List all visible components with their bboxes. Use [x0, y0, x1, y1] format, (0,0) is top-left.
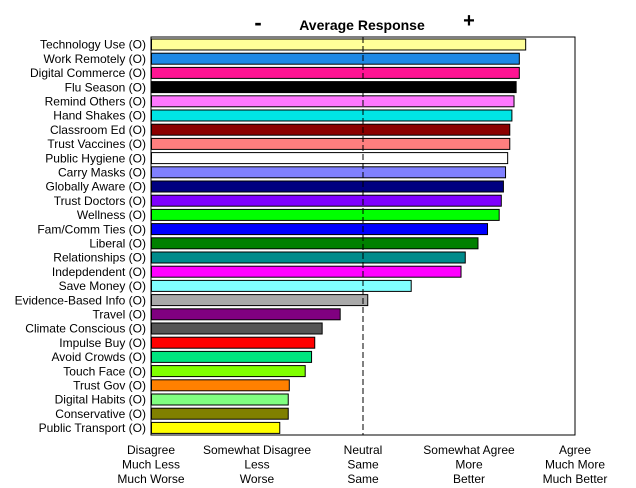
category-label: Public Hygiene (O): [45, 151, 146, 165]
category-label: Evidence-Based Info (O): [15, 293, 146, 307]
bar-trust-vaccines-o: [151, 137, 511, 150]
bar-technology-use-o: [151, 38, 527, 51]
category-label: Fam/Comm Ties (O): [37, 222, 146, 236]
x-tick-label: Better: [453, 472, 485, 486]
x-tick-label: Neutral: [344, 443, 383, 457]
minus-marker: -: [254, 10, 261, 35]
bar-classroom-ed-o: [151, 123, 511, 136]
category-label: Conservative (O): [55, 407, 146, 421]
x-tick-label: Much Better: [543, 472, 608, 486]
x-tick-label: Disagree: [127, 443, 175, 457]
category-label: Classroom Ed (O): [50, 123, 146, 137]
category-label: Liberal (O): [89, 237, 146, 251]
bar-impulse-buy-o: [151, 336, 316, 349]
bar-digital-commerce-o: [151, 66, 520, 79]
bar-hand-shakes-o: [151, 109, 513, 122]
x-tick-label: Worse: [240, 472, 275, 486]
bar-climate-conscious-o: [151, 322, 323, 335]
bar-relationships-o: [151, 251, 466, 264]
category-label: Remind Others (O): [45, 95, 146, 109]
category-label: Digital Commerce (O): [30, 66, 146, 80]
category-label: Avoid Crowds (O): [52, 350, 146, 364]
category-label: Impulse Buy (O): [59, 336, 146, 350]
bar-digital-habits-o: [151, 393, 289, 406]
bar-public-hygiene-o: [151, 152, 509, 165]
x-tick-label: Less: [244, 458, 269, 472]
x-tick-label: Somewhat Agree: [423, 443, 515, 457]
category-label: Digital Habits (O): [55, 393, 146, 407]
category-label: Travel (O): [92, 308, 146, 322]
category-label: Relationships (O): [53, 251, 146, 265]
bar-save-money-o: [151, 279, 412, 292]
bar-trust-doctors-o: [151, 194, 502, 207]
bar-public-transport-o: [151, 421, 281, 434]
category-label: Trust Vaccines (O): [47, 137, 146, 151]
category-label: Work Remotely (O): [44, 52, 146, 66]
x-tick-label: Much Worse: [117, 472, 184, 486]
x-tick-label: Much Less: [122, 458, 180, 472]
bar-conservative-o: [151, 407, 289, 420]
category-label: Technology Use (O): [40, 38, 146, 52]
bar-carry-masks-o: [151, 166, 507, 179]
bar-flu-season-o: [151, 81, 517, 94]
bar-avoid-crowds-o: [151, 350, 313, 363]
bar-evidence-based-info-o: [151, 294, 369, 307]
bar-fam-comm-ties-o: [151, 223, 489, 236]
bar-liberal-o: [151, 237, 479, 250]
category-label: Save Money (O): [59, 279, 146, 293]
category-label: Trust Gov (O): [73, 379, 146, 393]
plus-marker: +: [463, 10, 475, 32]
bar-indepdendent-o: [151, 265, 462, 278]
bar-remind-others-o: [151, 95, 515, 108]
x-tick-label: Same: [347, 472, 379, 486]
category-label: Hand Shakes (O): [53, 109, 146, 123]
category-label: Trust Doctors (O): [54, 194, 146, 208]
x-tick-label: More: [455, 458, 483, 472]
bar-work-remotely-o: [151, 52, 520, 65]
category-label: Wellness (O): [77, 208, 146, 222]
category-label: Flu Season (O): [65, 80, 146, 94]
x-tick-label: Much More: [545, 458, 605, 472]
category-label: Climate Conscious (O): [25, 322, 146, 336]
bar-globally-aware-o: [151, 180, 504, 193]
category-label: Carry Masks (O): [58, 166, 146, 180]
category-label: Public Transport (O): [39, 421, 146, 435]
bar-trust-gov-o: [151, 379, 290, 392]
bar-wellness-o: [151, 208, 500, 221]
category-label: Globally Aware (O): [46, 180, 146, 194]
category-label: Indepdendent (O): [52, 265, 146, 279]
x-tick-label: Somewhat Disagree: [203, 443, 311, 457]
bar-touch-face-o: [151, 365, 306, 378]
category-label: Touch Face (O): [63, 364, 146, 378]
bar-travel-o: [151, 308, 341, 321]
x-tick-label: Agree: [559, 443, 591, 457]
chart-title: Average Response: [299, 17, 425, 33]
x-tick-label: Same: [347, 458, 379, 472]
